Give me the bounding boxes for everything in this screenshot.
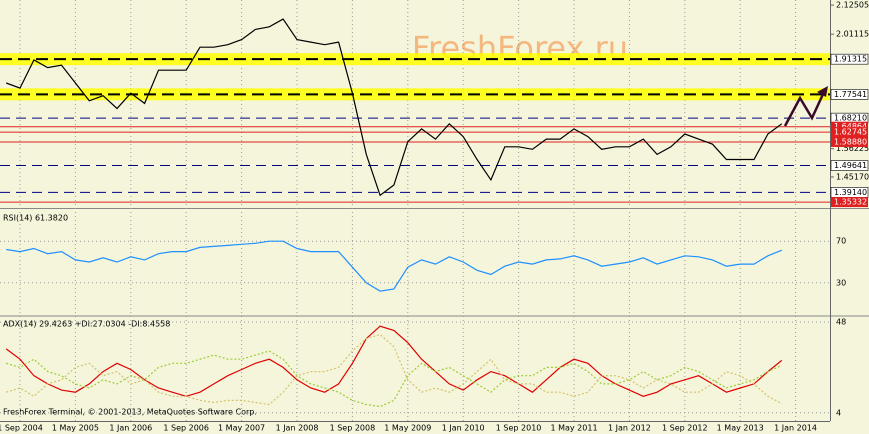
x-tick-label: 1 Sep 2008 [330, 424, 376, 433]
level-label: 1.58880 [834, 137, 867, 146]
series-line [5, 325, 783, 397]
x-tick-label: 1 May 2013 [717, 424, 764, 433]
y-tick-label: 30 [836, 278, 846, 287]
y-tick-label: 70 [836, 237, 846, 246]
level-label-box [830, 53, 869, 65]
x-tick-label: 1 Jan 2012 [608, 424, 651, 433]
series-line [6, 350, 783, 408]
level-label: 1.35332 [834, 198, 867, 207]
x-tick-label: 1 Jan 2006 [109, 424, 152, 433]
y-tick-label: 1.56225 [836, 144, 869, 153]
level-label: 1.77541 [834, 90, 867, 99]
x-tick-label: 1 Jan 2010 [442, 424, 485, 433]
y-tick-label: 2.12505 [836, 1, 869, 10]
y-tick-label: 48 [836, 318, 846, 327]
forecast-arrow [783, 91, 826, 127]
series-line [6, 333, 783, 406]
x-tick-label: 1 Sep 2006 [163, 424, 209, 433]
level-label: 1.91315 [834, 55, 867, 64]
level-label: 1.49641 [834, 161, 867, 170]
rsi-title: RSI(14) 61.3820 [3, 214, 68, 223]
x-tick-label: 1 Jan 2014 [774, 424, 817, 433]
y-tick-label: 2.01115 [836, 30, 869, 39]
x-tick-label: 1 May 2005 [52, 424, 99, 433]
x-tick-label: 1 Sep 2004 [0, 424, 43, 433]
x-tick-label: 1 May 2009 [384, 424, 431, 433]
series-line [5, 18, 783, 197]
x-tick-label: 1 Jan 2008 [276, 424, 319, 433]
adx-title: ADX(14) 29.4263 +DI:27.0304 -DI:8.4558 [3, 320, 170, 329]
x-tick-label: 1 Sep 2010 [496, 424, 542, 433]
y-tick-label: 4 [836, 408, 841, 417]
level-label-box [831, 121, 868, 132]
level-label: 1.64864 [834, 122, 867, 131]
level-label-box [830, 160, 869, 171]
forecast-arrowhead [817, 86, 828, 97]
level-label: 1.39140 [834, 188, 867, 197]
level-label: 1.62745 [834, 128, 867, 137]
level-label: 1.68210 [834, 114, 867, 123]
x-tick-label: 1 May 2011 [550, 424, 597, 433]
x-tick-label: 1 Sep 2012 [662, 424, 708, 433]
y-tick-label: 1.45170 [836, 172, 869, 181]
level-label-box [831, 136, 868, 147]
x-tick-label: 1 May 2007 [218, 424, 265, 433]
level-label-box [830, 89, 869, 100]
level-label-box [831, 127, 868, 138]
series-line [6, 240, 783, 292]
level-label-box [831, 197, 868, 208]
footer: FreshForex Terminal, © 2001-2013, MetaQu… [3, 408, 257, 417]
